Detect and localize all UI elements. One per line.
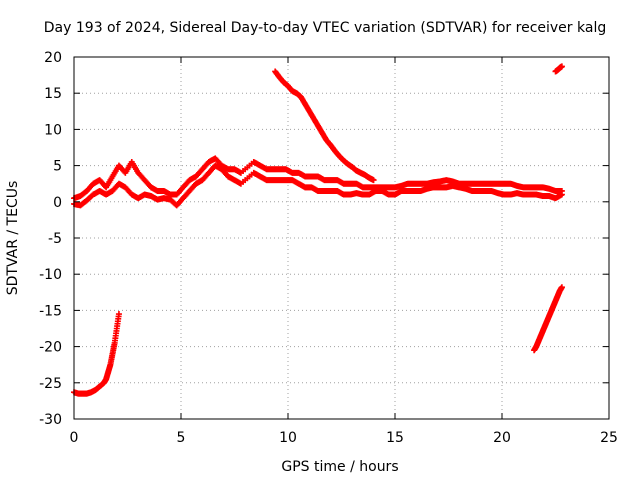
y-tick-label: 15 bbox=[44, 86, 62, 102]
data-points bbox=[71, 63, 565, 397]
x-tick-label: 10 bbox=[279, 430, 297, 446]
series-early-rising-arc bbox=[71, 311, 122, 397]
data-point bbox=[115, 311, 122, 318]
y-tick-label: -30 bbox=[39, 412, 62, 428]
y-axis-ticks: -30 -25 -20 -15 -10 -5 0 5 10 15 20 bbox=[39, 50, 609, 428]
data-point bbox=[558, 187, 565, 194]
x-tick-label: 0 bbox=[70, 430, 79, 446]
x-tick-label: 20 bbox=[493, 430, 511, 446]
x-axis-label: GPS time / hours bbox=[281, 459, 398, 475]
x-tick-label: 25 bbox=[600, 430, 618, 446]
y-tick-label: -15 bbox=[39, 303, 62, 319]
x-tick-label: 5 bbox=[177, 430, 186, 446]
data-point bbox=[370, 177, 377, 184]
series-descending-arc bbox=[272, 68, 377, 184]
series-late-rising-arc bbox=[531, 284, 565, 354]
x-tick-label: 15 bbox=[386, 430, 404, 446]
y-tick-label: 0 bbox=[53, 195, 62, 211]
y-tick-label: -20 bbox=[39, 340, 62, 356]
data-point bbox=[558, 284, 565, 291]
series-main-band-upper bbox=[71, 155, 565, 202]
y-axis-label: SDTVAR / TECUs bbox=[5, 181, 21, 296]
y-tick-label: 20 bbox=[44, 50, 62, 66]
y-tick-label: -10 bbox=[39, 267, 62, 283]
gridlines bbox=[74, 57, 609, 419]
y-tick-label: -25 bbox=[39, 376, 62, 392]
chart-title: Day 193 of 2024, Sidereal Day-to-day VTE… bbox=[44, 20, 606, 36]
data-point bbox=[558, 63, 565, 70]
x-axis-ticks: 0 5 10 15 20 25 bbox=[70, 57, 618, 446]
series-late-top-fragment bbox=[552, 63, 565, 75]
y-tick-label: 5 bbox=[53, 159, 62, 175]
y-tick-label: -5 bbox=[48, 231, 62, 247]
y-tick-label: 10 bbox=[44, 122, 62, 138]
